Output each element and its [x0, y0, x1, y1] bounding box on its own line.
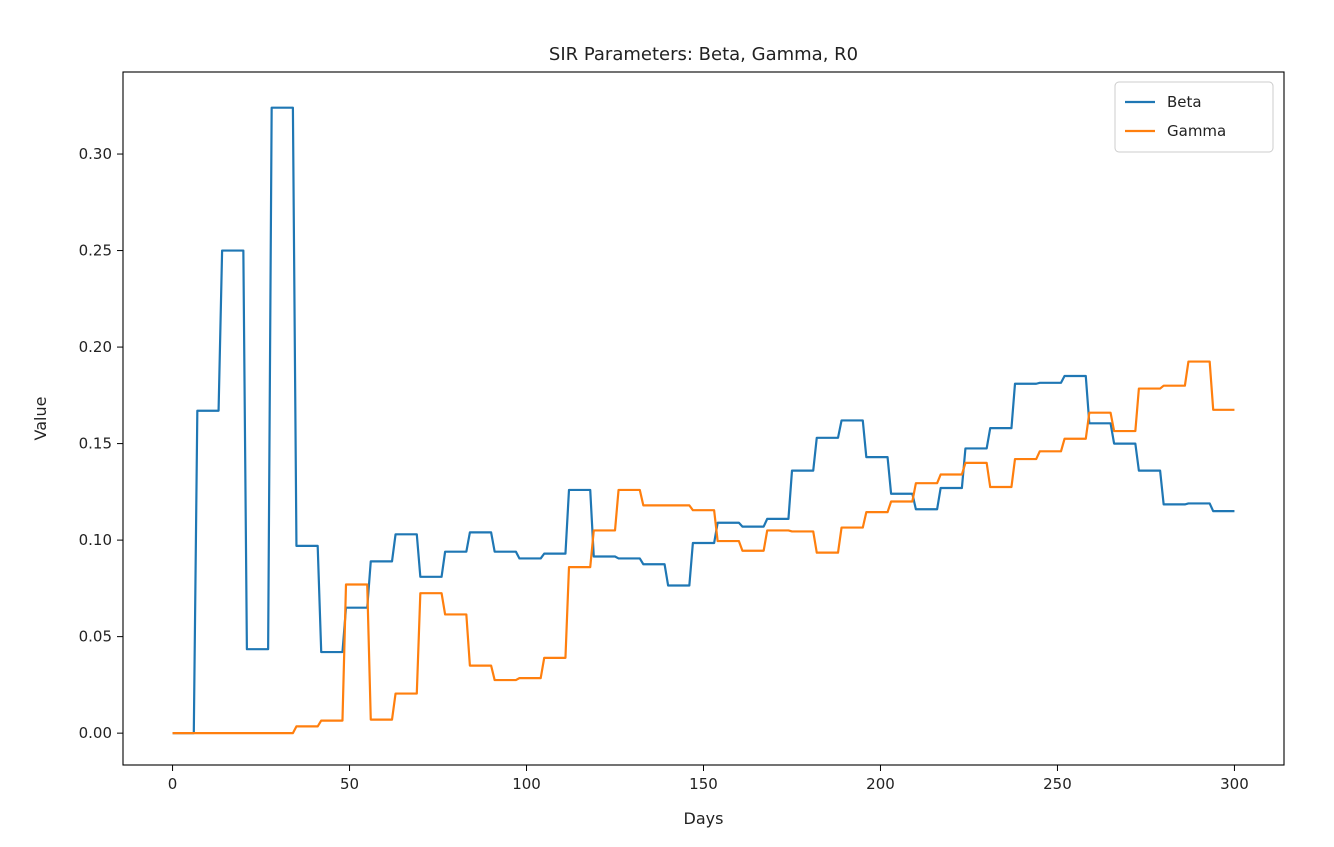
legend-label-gamma: Gamma — [1167, 122, 1226, 140]
y-tick-label: 0.00 — [79, 724, 112, 742]
y-tick-label: 0.30 — [79, 145, 112, 163]
series-line-gamma — [172, 360, 1235, 735]
x-tick-label: 200 — [866, 775, 895, 793]
x-tick-label: 0 — [168, 775, 178, 793]
x-axis-label: Days — [684, 809, 724, 828]
legend-box — [1114, 81, 1274, 153]
x-tick-label: 300 — [1220, 775, 1249, 793]
y-tick-label: 0.15 — [79, 435, 112, 453]
y-tick-label: 0.25 — [79, 242, 112, 260]
x-tick-label: 50 — [340, 775, 359, 793]
x-tick-label: 100 — [512, 775, 541, 793]
plot-frame — [122, 71, 1285, 766]
y-tick-label: 0.05 — [79, 628, 112, 646]
y-axis-label: Value — [31, 397, 50, 441]
series-line-beta — [172, 106, 1235, 735]
chart-title: SIR Parameters: Beta, Gamma, R0 — [549, 44, 858, 65]
plot-area — [122, 71, 1285, 766]
legend-label-beta: Beta — [1167, 93, 1202, 111]
x-tick-label: 250 — [1043, 775, 1072, 793]
x-axis: 0 50 100 150 200 250 300 — [168, 765, 1249, 793]
x-tick-label: 150 — [689, 775, 718, 793]
y-tick-label: 0.10 — [79, 531, 112, 549]
y-axis: 0.00 0.05 0.10 0.15 0.20 0.25 0.30 — [79, 145, 123, 742]
y-tick-label: 0.20 — [79, 338, 112, 356]
legend: Beta Gamma — [1114, 81, 1274, 153]
